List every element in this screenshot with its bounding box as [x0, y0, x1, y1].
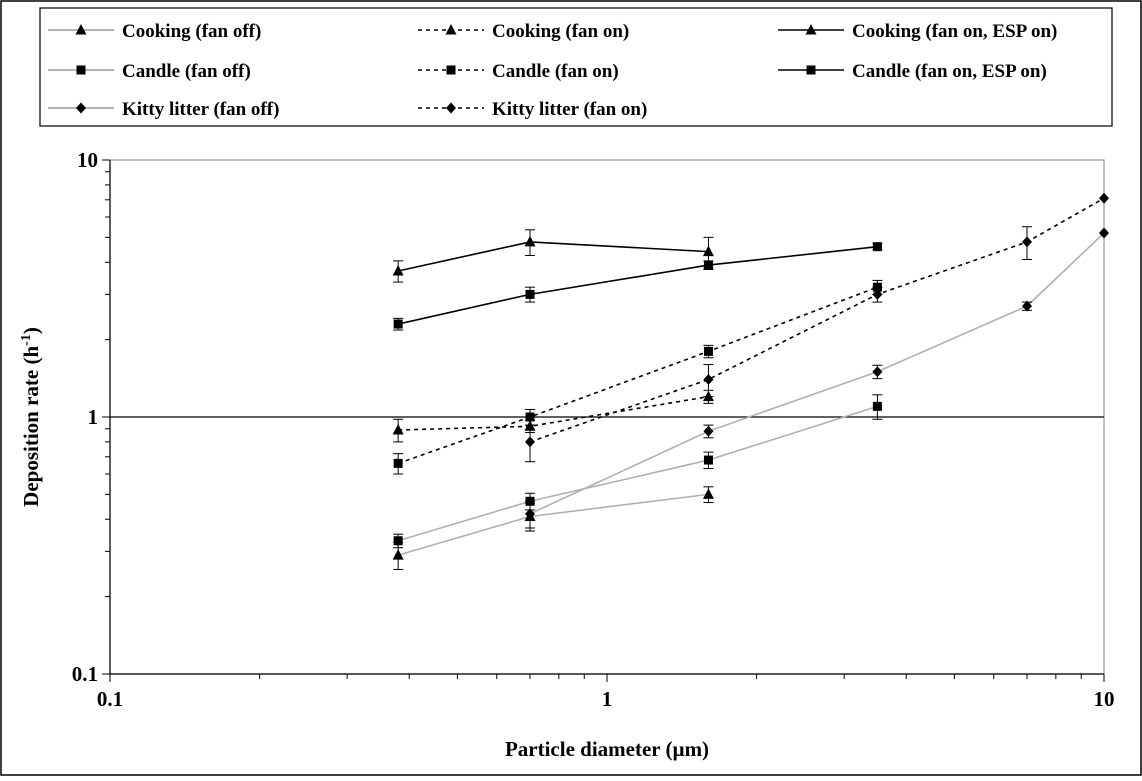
- legend-swatch-marker: [806, 65, 816, 75]
- legend-label: Kitty litter (fan on): [492, 99, 647, 120]
- x-tick-label: 0.1: [97, 687, 123, 711]
- legend-swatch-marker: [76, 65, 86, 75]
- legend-label: Candle (fan on): [492, 61, 619, 82]
- data-point: [703, 373, 714, 385]
- data-point: [392, 549, 404, 560]
- data-point: [703, 455, 713, 465]
- data-point: [872, 288, 883, 300]
- data-point: [703, 346, 713, 356]
- legend-box: [39, 7, 1113, 127]
- series-kitty-litter-fan-on: [525, 192, 1109, 463]
- legend-label: Cooking (fan off): [122, 21, 261, 42]
- data-point: [525, 412, 535, 422]
- series-candle-fan-on-esp-on: [393, 242, 883, 331]
- y-axis-label-superscript: -1: [19, 334, 34, 346]
- data-point: [525, 289, 535, 299]
- legend-swatch-marker: [445, 24, 457, 35]
- series-line: [397, 405, 878, 542]
- x-tick-label: 10: [1094, 687, 1115, 711]
- data-point: [525, 436, 536, 448]
- data-point: [703, 425, 714, 437]
- data-point: [393, 536, 403, 546]
- data-point: [702, 245, 714, 257]
- x-axis-label: Particle diameter (µm): [505, 737, 709, 761]
- data-point: [392, 424, 404, 435]
- data-point: [1022, 236, 1033, 248]
- y-axis-label-close: ): [19, 327, 43, 334]
- legend-label: Cooking (fan on, ESP on): [852, 21, 1057, 42]
- legend-swatch-marker: [446, 102, 456, 114]
- series-line: [397, 245, 878, 325]
- legend-label: Cooking (fan on): [492, 21, 629, 42]
- series-layer: [392, 192, 1109, 571]
- y-tick-label: 10: [77, 148, 98, 172]
- data-point: [1099, 227, 1109, 239]
- data-point: [1022, 300, 1033, 312]
- legend-swatch-marker: [805, 24, 817, 35]
- data-point: [1099, 192, 1109, 204]
- series-kitty-litter-fan-off: [525, 227, 1109, 529]
- legend-swatch-marker: [446, 65, 456, 75]
- y-tick-label: 0.1: [72, 662, 98, 686]
- axes: 0.1 1 10 0.1 1 10: [72, 148, 1115, 711]
- legend-label: Kitty litter (fan off): [122, 99, 279, 120]
- legend: Cooking (fan off) Cooking (fan on) Cooking…: [39, 7, 1113, 127]
- data-point: [872, 242, 882, 252]
- legend-swatch-marker: [76, 102, 86, 114]
- y-axis-label: Deposition rate (h-1): [19, 327, 43, 507]
- y-tick-label: 1: [88, 405, 99, 429]
- data-point: [702, 488, 714, 499]
- legend-label: Candle (fan off): [122, 61, 251, 82]
- series-cooking-fan-on-esp-on: [392, 229, 714, 283]
- data-point: [872, 366, 883, 378]
- series-line: [397, 286, 878, 465]
- data-point: [393, 319, 403, 329]
- data-point: [393, 458, 403, 468]
- data-point: [392, 264, 404, 276]
- data-point: [703, 260, 713, 270]
- data-point: [525, 508, 536, 520]
- data-point: [524, 235, 536, 247]
- data-point: [872, 401, 882, 411]
- y-axis-label-main: Deposition rate (h: [19, 346, 43, 507]
- x-tick-label: 1: [602, 687, 613, 711]
- legend-swatch-marker: [75, 24, 87, 35]
- legend-label: Candle (fan on, ESP on): [852, 61, 1047, 82]
